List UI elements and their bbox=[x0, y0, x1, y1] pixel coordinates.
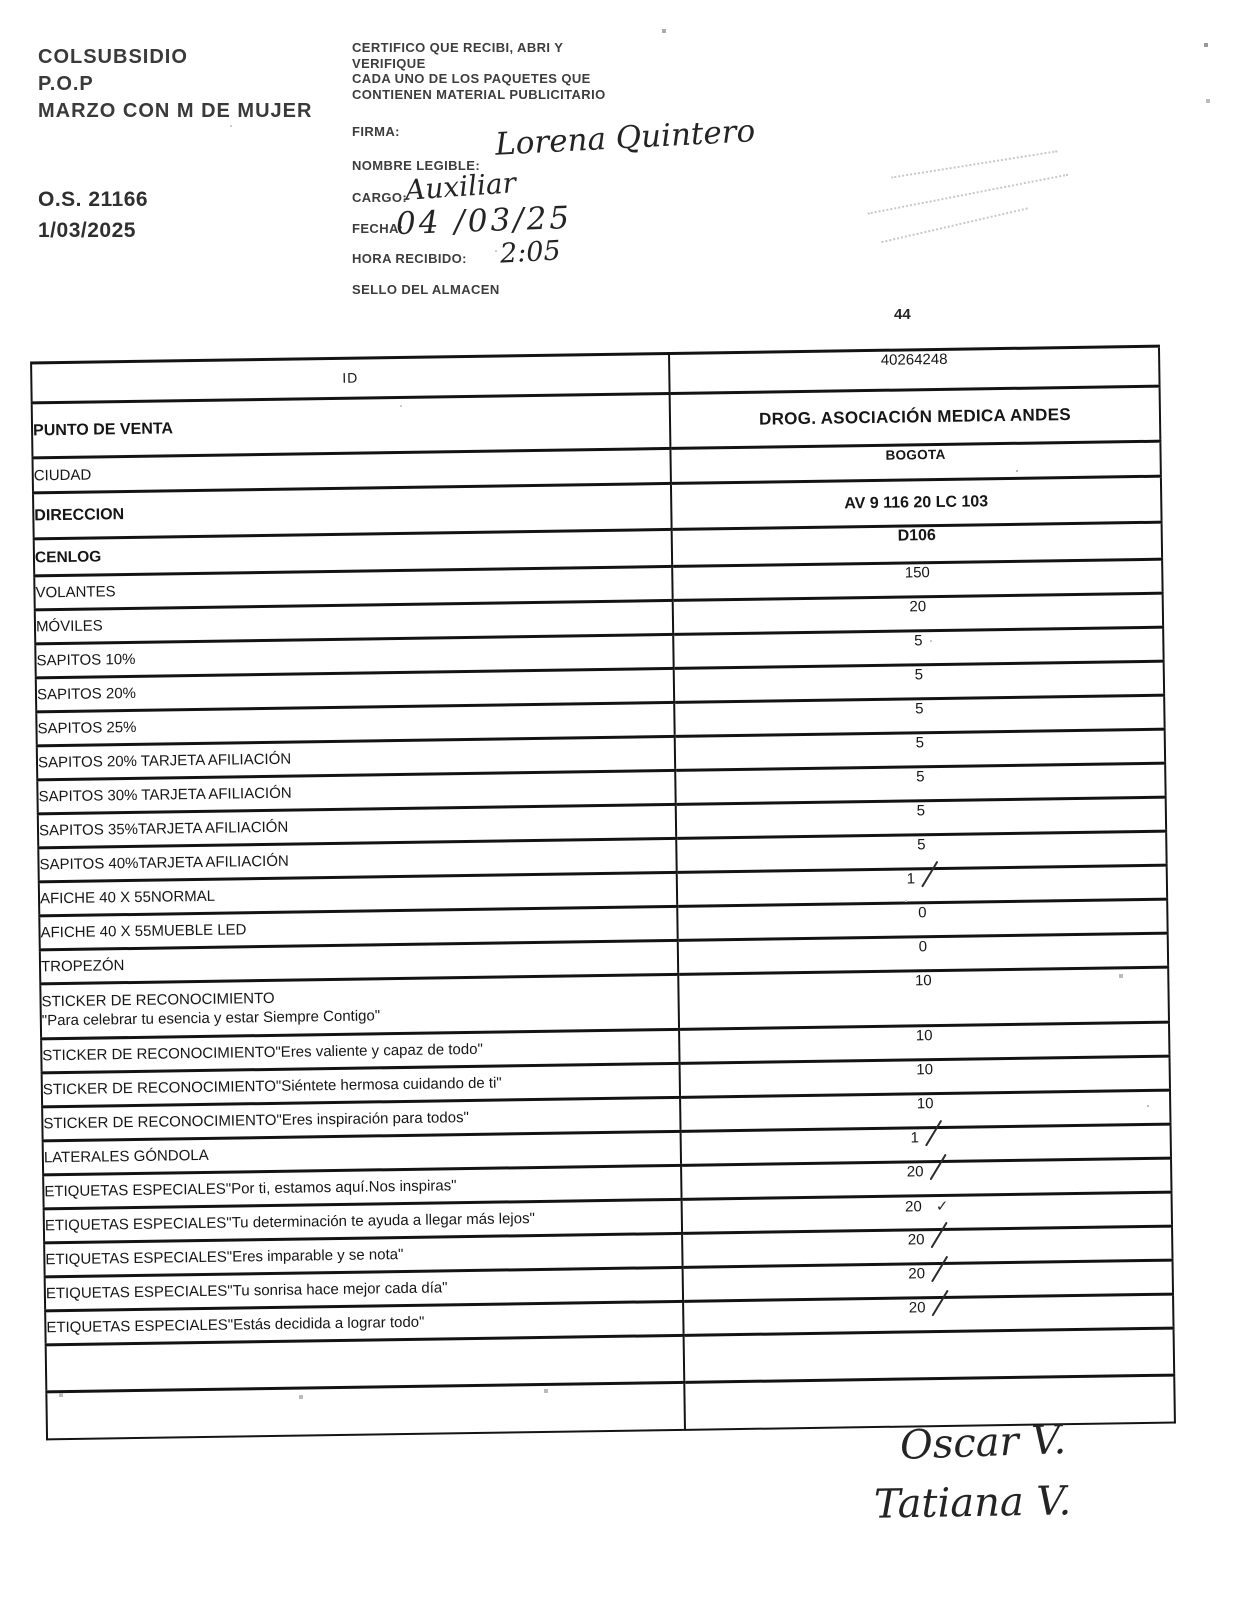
row-value: 10 bbox=[678, 967, 1169, 1030]
campaign-name: MARZO CON M DE MUJER bbox=[38, 100, 313, 122]
cert-line: CADA UNO DE LOS PAQUETES QUE bbox=[352, 71, 591, 86]
certification-text: CERTIFICO QUE RECIBI, ABRI Y VERIFIQUE C… bbox=[352, 40, 792, 102]
delivery-table: ID 40264248 PUNTO DE VENTA DROG. ASOCIACIÓN… bbox=[30, 344, 1176, 1440]
delivery-table-wrap: ID 40264248 PUNTO DE VENTA DROG. ASOCIACIÓN… bbox=[30, 344, 1176, 1440]
scan-noise bbox=[0, 0, 2, 2]
handwritten-hora: 2:05 bbox=[499, 235, 562, 270]
cargo-label: CARGO: bbox=[352, 190, 408, 205]
signature-oscar: Oscar V. bbox=[899, 1417, 1067, 1469]
fecha-label: FECHA: bbox=[352, 221, 404, 236]
row-value bbox=[683, 1328, 1175, 1383]
order-date: 1/03/2025 bbox=[38, 219, 136, 242]
program-name: P.O.P bbox=[38, 73, 94, 95]
brand-name: COLSUBSIDIO bbox=[38, 46, 188, 68]
order-number: O.S. 21166 bbox=[38, 188, 149, 211]
handwritten-check-slash bbox=[932, 1234, 946, 1244]
hora-label: HORA RECIBIDO: bbox=[352, 251, 467, 266]
report-table-body: ID 40264248 PUNTO DE VENTA DROG. ASOCIACIÓN… bbox=[31, 346, 1175, 1439]
campaign-block: COLSUBSIDIO P.O.P MARZO CON M DE MUJER bbox=[38, 44, 312, 125]
row-label: STICKER DE RECONOCIMIENTO "Para celebrar … bbox=[40, 974, 680, 1039]
cert-line: CERTIFICO QUE RECIBI, ABRI Y bbox=[352, 40, 564, 55]
cert-line: CONTIENEN MATERIAL PUBLICITARIO bbox=[352, 86, 606, 102]
handwritten-check-slash bbox=[933, 1268, 947, 1278]
handwritten-check-slash bbox=[933, 1302, 947, 1312]
handwritten-check-slash bbox=[927, 1132, 941, 1142]
order-block: O.S. 21166 1/03/2025 bbox=[38, 184, 148, 246]
firma-label: FIRMA: bbox=[352, 124, 400, 139]
signature-tatiana: Tatiana V. bbox=[873, 1478, 1072, 1528]
handwritten-check-slash bbox=[931, 1166, 945, 1176]
handwritten-check-mark: ✓ bbox=[935, 1196, 949, 1216]
row-label: PUNTO DE VENTA bbox=[31, 393, 671, 458]
cert-line: VERIFIQUE bbox=[352, 55, 426, 71]
handwritten-check-slash bbox=[923, 873, 937, 883]
row-value: DROG. ASOCIACIÓN MEDICA ANDES bbox=[669, 386, 1161, 449]
row-label bbox=[46, 1382, 685, 1439]
nombre-label: NOMBRE LEGIBLE: bbox=[352, 158, 481, 173]
sello-label: SELLO DEL ALMACEN bbox=[352, 282, 500, 297]
page-number: 44 bbox=[894, 306, 911, 323]
faint-stamp bbox=[857, 136, 1095, 294]
certification-block: CERTIFICO QUE RECIBI, ABRI Y VERIFIQUE C… bbox=[352, 40, 792, 297]
row-value: AV 9 116 20 LC 103 bbox=[670, 476, 1162, 530]
